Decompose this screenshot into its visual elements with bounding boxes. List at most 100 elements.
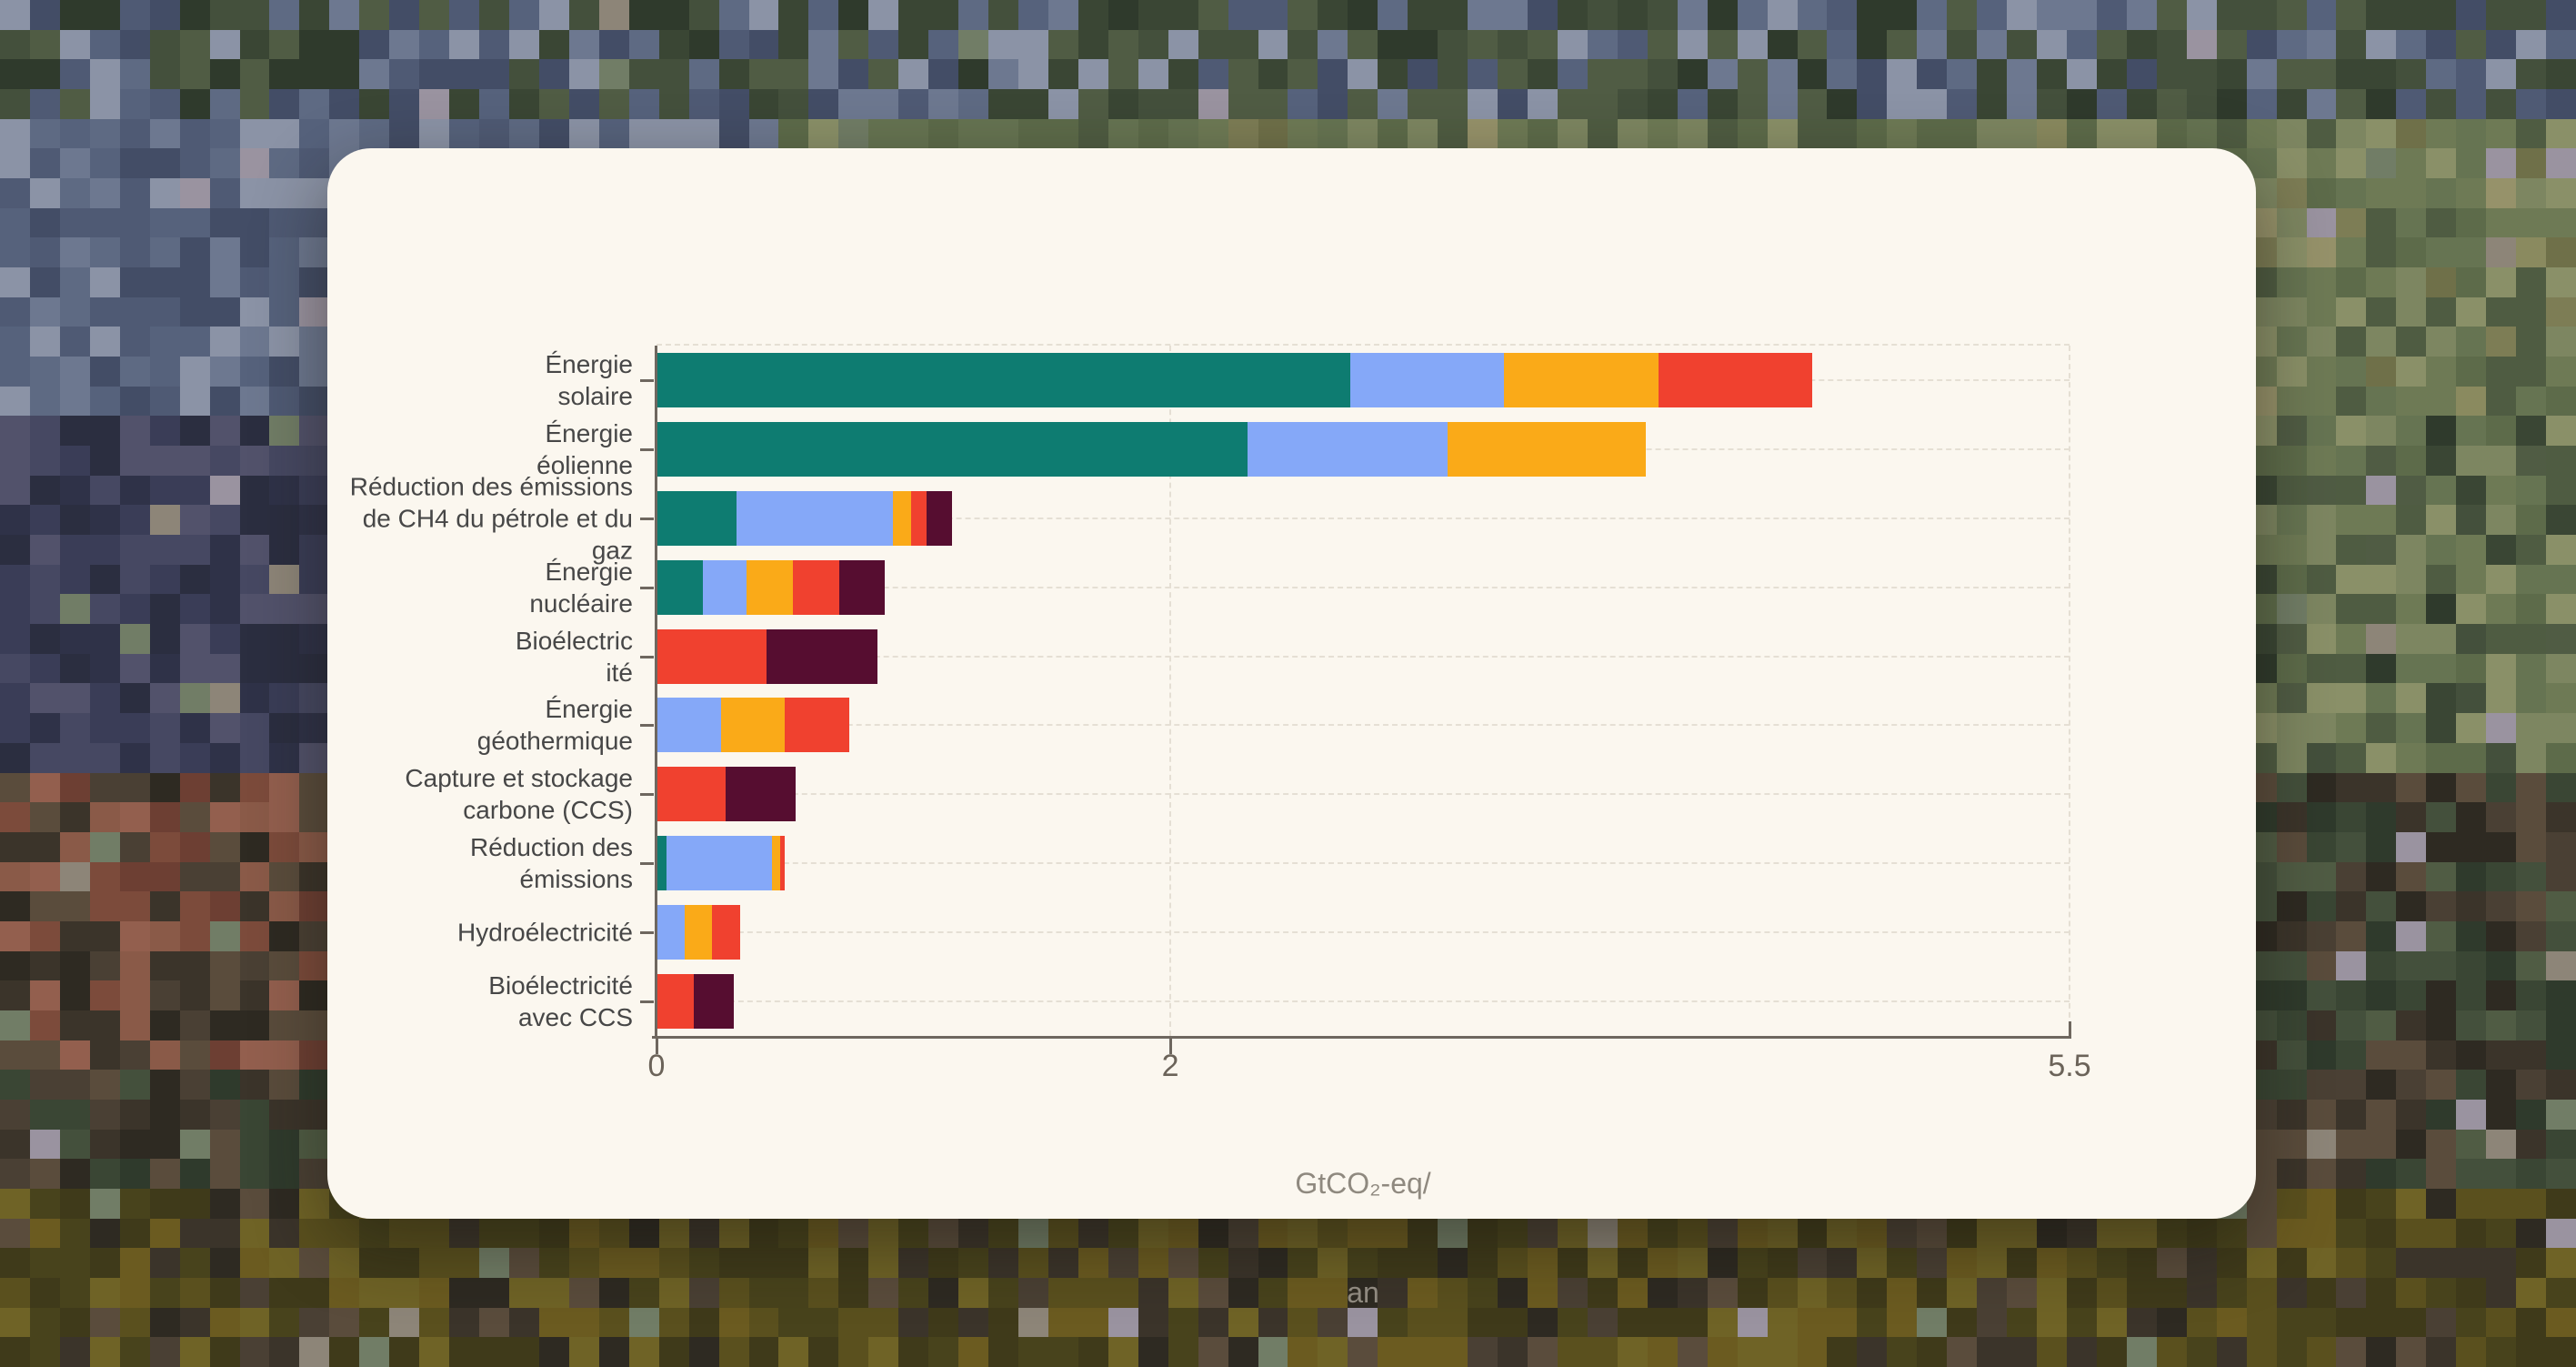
mosaic-tile xyxy=(29,772,60,803)
mosaic-tile xyxy=(1917,59,1948,90)
mosaic-tile xyxy=(269,535,300,565)
mosaic-tile xyxy=(2516,1307,2547,1338)
mosaic-tile xyxy=(1947,118,1978,149)
mosaic-tile xyxy=(209,386,240,417)
mosaic-tile xyxy=(269,980,300,1010)
mosaic-tile xyxy=(59,1099,90,1130)
mosaic-tile xyxy=(2486,1040,2517,1070)
mosaic-tile xyxy=(1258,89,1288,119)
mosaic-tile xyxy=(2546,118,2576,149)
mosaic-tile xyxy=(239,386,270,417)
mosaic-tile xyxy=(2546,446,2576,476)
mosaic-tile xyxy=(2366,267,2397,297)
mosaic-tile xyxy=(808,1248,839,1278)
mosaic-tile xyxy=(598,29,629,60)
mosaic-tile xyxy=(2396,653,2427,684)
mosaic-tile xyxy=(2336,594,2367,625)
mosaic-tile xyxy=(2336,178,2367,208)
mosaic-tile xyxy=(239,1070,270,1100)
mosaic-tile xyxy=(688,118,719,149)
mosaic-tile xyxy=(1737,89,1768,119)
mosaic-tile xyxy=(239,59,270,90)
mosaic-tile xyxy=(2366,1129,2397,1160)
mosaic-tile xyxy=(59,0,90,30)
mosaic-tile xyxy=(2516,624,2547,654)
mosaic-tile xyxy=(59,653,90,684)
mosaic-tile xyxy=(2516,802,2547,832)
mosaic-tile xyxy=(898,118,929,149)
mosaic-tile xyxy=(1737,0,1768,30)
mosaic-tile xyxy=(718,0,749,30)
mosaic-tile xyxy=(2516,742,2547,773)
mosaic-tile xyxy=(149,1218,180,1249)
mosaic-tile xyxy=(89,1248,120,1278)
x-axis-title: GtCO₂-eq/ an xyxy=(1295,1092,1430,1367)
mosaic-tile xyxy=(209,178,240,208)
category-label-line: Énergie xyxy=(545,695,633,724)
mosaic-tile xyxy=(2126,59,2157,90)
mosaic-tile xyxy=(2366,742,2397,773)
mosaic-tile xyxy=(1498,1248,1529,1278)
mosaic-tile xyxy=(2306,1070,2337,1100)
mosaic-tile xyxy=(479,89,509,119)
mosaic-tile xyxy=(239,920,270,951)
mosaic-tile xyxy=(778,1218,809,1249)
mosaic-tile xyxy=(149,535,180,565)
mosaic-tile xyxy=(2426,89,2457,119)
mosaic-tile xyxy=(1468,1277,1498,1308)
bar-energie-geothermique xyxy=(657,698,849,753)
mosaic-tile xyxy=(598,1277,629,1308)
mosaic-tile xyxy=(209,713,240,743)
category-label-line: Énergie xyxy=(545,418,633,447)
mosaic-tile xyxy=(2366,1188,2397,1219)
mosaic-tile xyxy=(1977,89,2008,119)
mosaic-tile xyxy=(59,327,90,357)
mosaic-tile xyxy=(1198,1248,1228,1278)
mosaic-tile xyxy=(2276,624,2307,654)
mosaic-tile xyxy=(89,980,120,1010)
mosaic-tile xyxy=(1977,29,2008,60)
mosaic-tile xyxy=(2186,1307,2217,1338)
mosaic-tile xyxy=(2096,1248,2127,1278)
mosaic-tile xyxy=(2426,535,2457,565)
mosaic-tile xyxy=(1677,1307,1708,1338)
mosaic-tile xyxy=(419,59,450,90)
mosaic-tile xyxy=(149,207,180,238)
mosaic-tile xyxy=(2456,1337,2487,1367)
mosaic-tile xyxy=(1498,1218,1529,1249)
mosaic-tile xyxy=(2336,327,2367,357)
mosaic-tile xyxy=(89,89,120,119)
mosaic-tile xyxy=(269,29,300,60)
mosaic-tile xyxy=(2366,357,2397,387)
mosaic-tile xyxy=(868,29,899,60)
mosaic-tile xyxy=(329,1277,360,1308)
mosaic-tile xyxy=(1827,1337,1858,1367)
mosaic-tile xyxy=(89,1277,120,1308)
mosaic-tile xyxy=(2246,59,2277,90)
mosaic-tile xyxy=(1797,1277,1828,1308)
mosaic-tile xyxy=(1047,1307,1078,1338)
mosaic-tile xyxy=(2336,475,2367,506)
mosaic-tile xyxy=(179,1070,210,1100)
mosaic-tile xyxy=(2396,535,2427,565)
mosaic-tile xyxy=(2336,1277,2367,1308)
mosaic-tile xyxy=(2426,357,2457,387)
mosaic-tile xyxy=(119,594,150,625)
mosaic-tile xyxy=(778,0,809,30)
mosaic-tile xyxy=(2456,59,2487,90)
mosaic-tile xyxy=(1108,1218,1138,1249)
mosaic-tile xyxy=(2276,831,2307,862)
mosaic-tile xyxy=(928,1337,959,1367)
mosaic-tile xyxy=(29,267,60,297)
mosaic-tile xyxy=(89,831,120,862)
category-label: Capture et stockage carbone (CCS) xyxy=(324,762,633,826)
mosaic-tile xyxy=(209,1248,240,1278)
mosaic-tile xyxy=(1318,0,1348,30)
mosaic-tile xyxy=(209,564,240,595)
mosaic-tile xyxy=(1587,1218,1618,1249)
bar-segment-red xyxy=(657,628,767,684)
mosaic-tile xyxy=(119,624,150,654)
mosaic-tile xyxy=(1917,89,1948,119)
mosaic-tile xyxy=(2546,0,2576,30)
mosaic-tile xyxy=(2186,1337,2217,1367)
